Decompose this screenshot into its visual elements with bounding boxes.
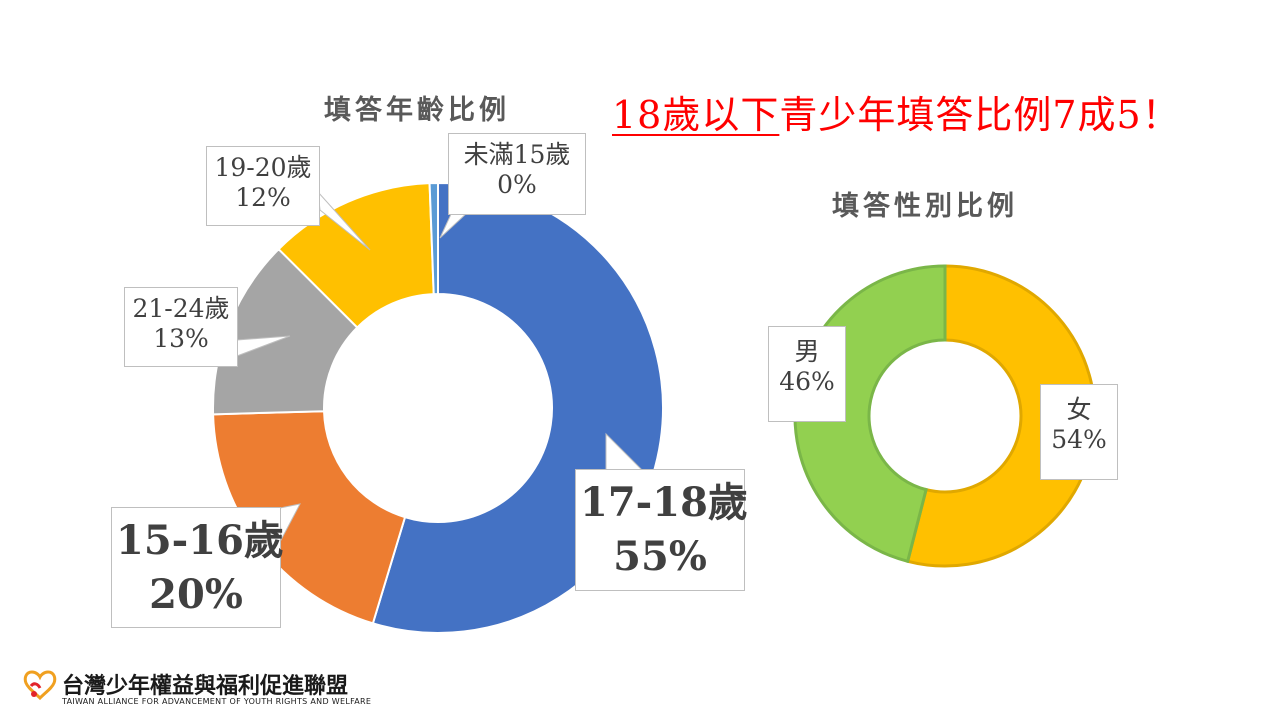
- age-slice-4: [428, 181, 439, 296]
- data-label-under15: 未滿15歲 0%: [448, 133, 586, 215]
- gender-chart-title: 填答性別比例: [832, 191, 1018, 222]
- data-label-17-18: 17-18歲 55%: [575, 469, 748, 591]
- data-label-male: 男 46%: [768, 326, 846, 422]
- org-logo-icon: [23, 670, 57, 701]
- age-chart-title: 填答年齡比例: [324, 95, 510, 126]
- data-label-female: 女 54%: [1040, 384, 1118, 480]
- callout-pointers: [236, 190, 644, 542]
- org-english-name: TAIWAN ALLIANCE FOR ADVANCEMENT OF YOUTH…: [62, 697, 372, 706]
- data-label-15-16: 15-16歲 20%: [111, 507, 284, 628]
- headline-underlined: 18歲以下: [612, 93, 780, 137]
- data-label-19-20: 19-20歲 12%: [206, 146, 320, 226]
- headline-rest: 青少年填答比例7成5！: [779, 93, 1181, 137]
- gender-slice-0: [905, 264, 1097, 568]
- org-name: 台灣少年權益與福利促進聯盟: [62, 674, 349, 699]
- headline: 18歲以下青少年填答比例7成5！: [612, 84, 1181, 139]
- age-slice-1: [212, 410, 407, 625]
- data-label-21-24: 21-24歲 13%: [124, 287, 238, 367]
